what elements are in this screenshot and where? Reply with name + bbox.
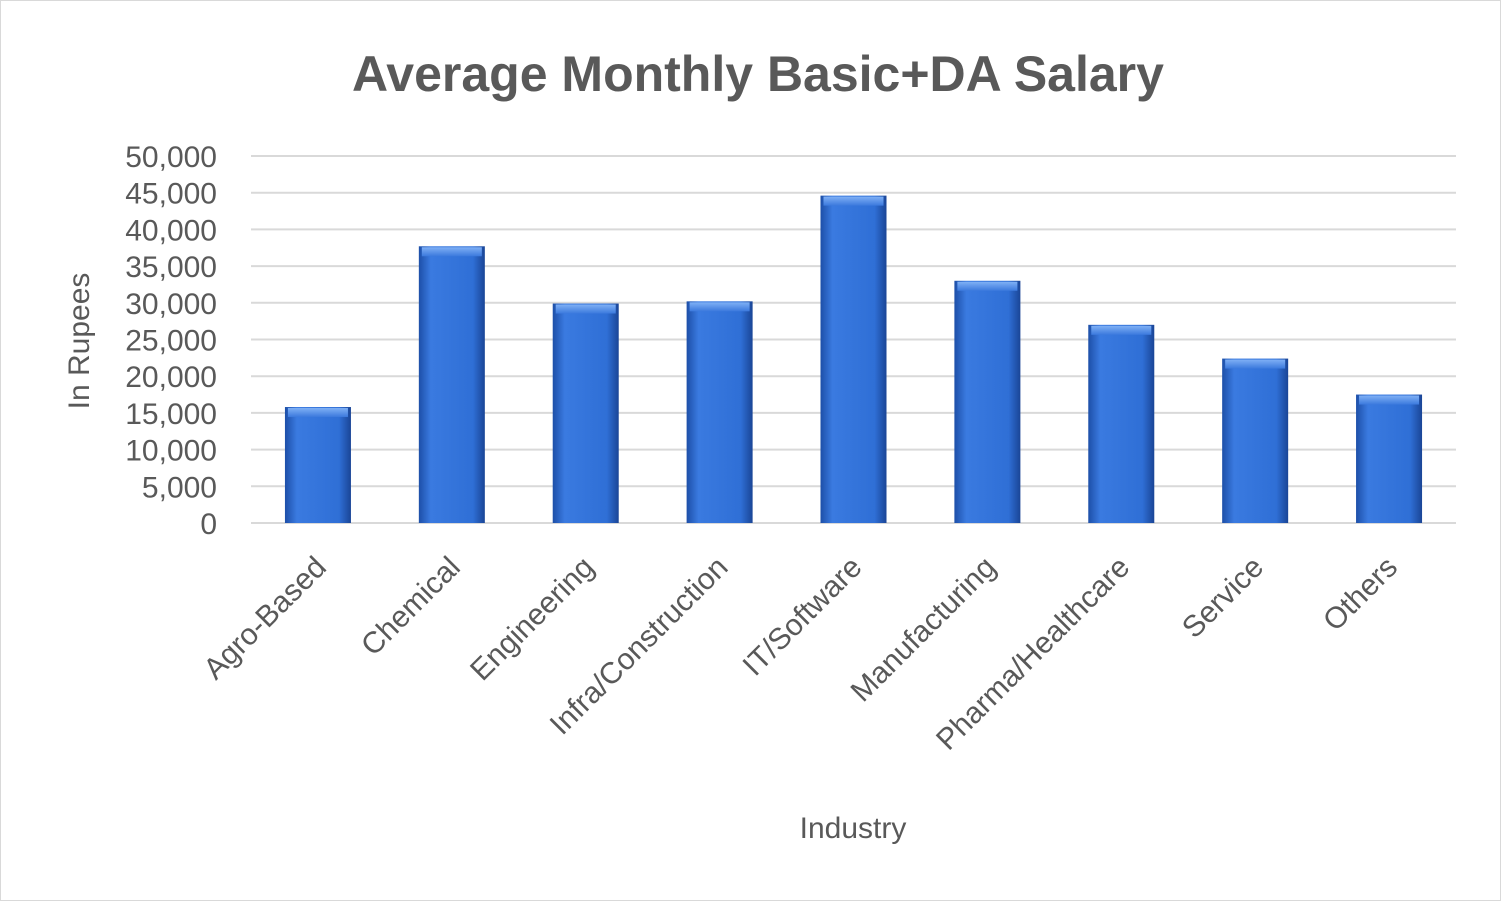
bar-cap — [823, 196, 884, 206]
bar-cap — [555, 304, 616, 314]
bar — [1088, 324, 1155, 523]
bar — [1222, 358, 1289, 523]
bar-body — [1222, 358, 1289, 523]
y-tick-label: 30,000 — [125, 288, 217, 321]
bars — [284, 195, 1423, 524]
y-tick-label: 0 — [200, 508, 217, 541]
bar-body — [552, 303, 619, 523]
bar-cap — [689, 302, 750, 312]
x-axis-label: Industry — [800, 812, 907, 845]
bar-cap — [957, 281, 1018, 291]
x-tick-label: Chemical — [355, 551, 467, 663]
x-axis-ticks: Agro-Based ChemicalEngineeringInfra/Const… — [198, 551, 1404, 757]
y-tick-label: 25,000 — [125, 325, 217, 358]
bar — [820, 195, 887, 524]
bar-cap — [1091, 325, 1152, 335]
y-tick-label: 20,000 — [125, 361, 217, 394]
x-tick-label: IT/Software — [737, 551, 869, 683]
bar-cap — [421, 247, 482, 257]
y-tick-label: 45,000 — [125, 178, 217, 211]
bar-body — [1088, 324, 1155, 523]
bar — [1356, 394, 1423, 523]
bar-body — [954, 280, 1021, 523]
x-tick-label: Engineering — [464, 551, 601, 688]
y-tick-label: 15,000 — [125, 398, 217, 431]
bar — [284, 407, 351, 523]
y-tick-label: 5,000 — [142, 471, 217, 504]
bar — [954, 280, 1021, 523]
y-tick-label: 40,000 — [125, 214, 217, 247]
bar-body — [1356, 394, 1423, 523]
y-axis-label: In Rupees — [63, 273, 96, 410]
bar-cap — [287, 408, 348, 418]
bar-cap — [1359, 395, 1420, 405]
y-tick-label: 35,000 — [125, 251, 217, 284]
chart-title: Average Monthly Basic+DA Salary — [352, 46, 1164, 102]
bar-body — [820, 195, 887, 524]
bar — [418, 246, 485, 524]
bar — [686, 301, 753, 523]
bar-cap — [1225, 359, 1286, 369]
bar-body — [284, 407, 351, 523]
y-tick-label: 50,000 — [125, 141, 217, 174]
bar-body — [418, 246, 485, 524]
bar-body — [686, 301, 753, 523]
bar — [552, 303, 619, 523]
x-tick-label: Others — [1317, 551, 1404, 638]
x-tick-label: Service — [1176, 551, 1270, 645]
x-tick-label: Agro-Based — [198, 551, 333, 686]
y-tick-label: 10,000 — [125, 435, 217, 468]
